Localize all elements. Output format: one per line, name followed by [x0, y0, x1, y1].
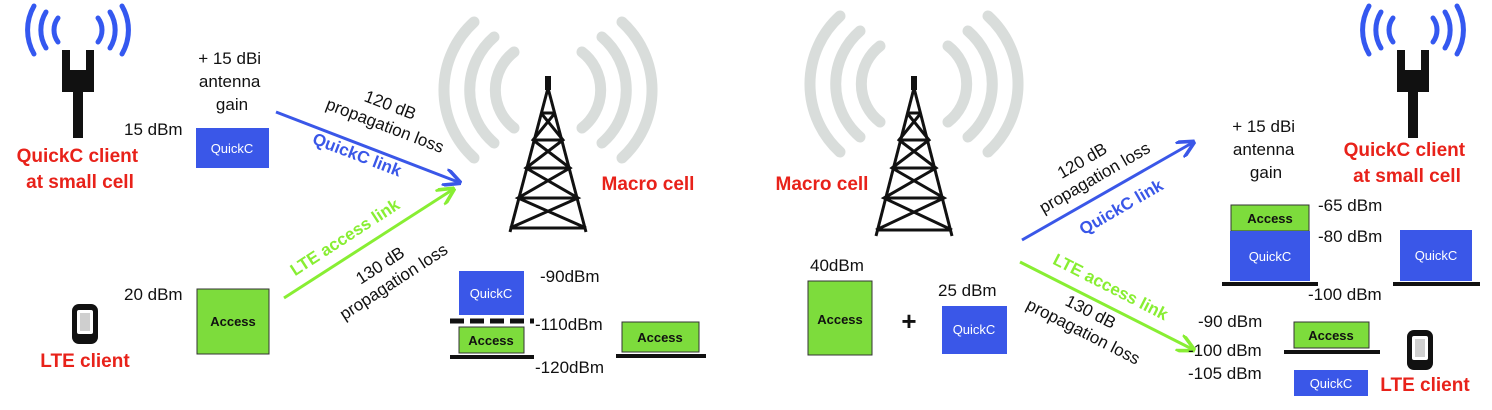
downlink-small-cell-level-quickc: -80 dBm: [1318, 227, 1382, 246]
downlink-lte-access-box-label: Access: [1308, 328, 1354, 343]
downlink-small-cell-quickc-box-2: [1400, 230, 1472, 281]
downlink-small-cell-quickc-box-2-label: QuickC: [1415, 248, 1458, 263]
uplink-rx-access-box-label: Access: [468, 333, 514, 348]
uplink-level-access: -120dBm: [535, 358, 604, 377]
downlink-small-cell-quickc-box-label: QuickC: [1249, 249, 1292, 264]
downlink-plus-sign: +: [901, 306, 916, 336]
downlink-small-cell-quickc-box: [1230, 231, 1310, 281]
downlink-small-cell-level-noise: -100 dBm: [1308, 285, 1382, 304]
downlink-macro-tower-icon: [804, 10, 1024, 237]
downlink-quickc-box: [942, 306, 1007, 354]
downlink-lte-level-quickc: -105 dBm: [1188, 364, 1262, 383]
downlink-antenna-gain-label: + 15 dBi antenna gain: [1232, 117, 1300, 182]
downlink-small-cell-access-box-label: Access: [1247, 211, 1293, 226]
downlink-small-cell-level-access: -65 dBm: [1318, 196, 1382, 215]
downlink-access-box: [807, 280, 873, 356]
downlink-quickc-link-arrow: [1021, 143, 1192, 242]
uplink-rx-access-box: [458, 326, 525, 354]
lte-phone-icon: [72, 304, 98, 344]
uplink-macro-tower-icon: [438, 16, 658, 233]
downlink-macro-cell-label: Macro cell: [776, 174, 869, 195]
downlink-lte-quickc-box: [1294, 370, 1368, 396]
downlink-lte-client-label: LTE client: [1380, 375, 1470, 396]
downlink-quickc-tx-power: 25 dBm: [938, 281, 997, 300]
downlink-access-box-label: Access: [817, 312, 863, 327]
downlink-small-cell-access-box: [1230, 204, 1310, 232]
uplink-macro-cell-label: Macro cell: [602, 174, 695, 195]
uplink-level-threshold: -110dBm: [535, 315, 603, 334]
downlink-quickc-box-label: QuickC: [953, 322, 996, 337]
uplink-rx-access-box-2-label: Access: [637, 330, 683, 345]
downlink-lte-link-arrow: [1019, 260, 1192, 349]
downlink-lte-level-noise: -100 dBm: [1188, 341, 1262, 360]
uplink-lte-link-arrow: [283, 190, 452, 300]
uplink-access-box: [196, 288, 270, 355]
downlink-lte-level-access: -90 dBm: [1198, 312, 1262, 331]
small-cell-antenna-icon: [25, 3, 131, 138]
uplink-quickc-link-arrow: [275, 110, 458, 182]
downlink-lte-quickc-box-label: QuickC: [1310, 376, 1353, 391]
downlink-quickc-client-label: QuickC client at small cell: [1344, 140, 1471, 187]
uplink-access-tx-power: 20 dBm: [124, 285, 183, 304]
uplink-quickc-tx-power: 15 dBm: [124, 120, 183, 139]
uplink-rx-access-box-2: [621, 321, 700, 353]
uplink-rx-quickc-box: [459, 271, 524, 315]
uplink-quickc-client-label: QuickC client at small cell: [17, 146, 144, 193]
downlink-lte-access-box: [1293, 321, 1370, 349]
uplink-rx-quickc-box-label: QuickC: [470, 286, 513, 301]
downlink-lte-phone-icon: [1407, 330, 1433, 370]
uplink-quickc-box-label: QuickC: [211, 141, 254, 156]
uplink-lte-client-label: LTE client: [40, 351, 130, 372]
uplink-antenna-gain-label: + 15 dBi antenna gain: [198, 49, 266, 114]
uplink-access-box-label: Access: [210, 314, 256, 329]
uplink-level-quickc: -90dBm: [540, 267, 600, 286]
downlink-small-cell-antenna-icon: [1360, 3, 1466, 138]
uplink-quickc-box: [196, 128, 269, 168]
downlink-access-tx-power: 40dBm: [810, 256, 864, 275]
